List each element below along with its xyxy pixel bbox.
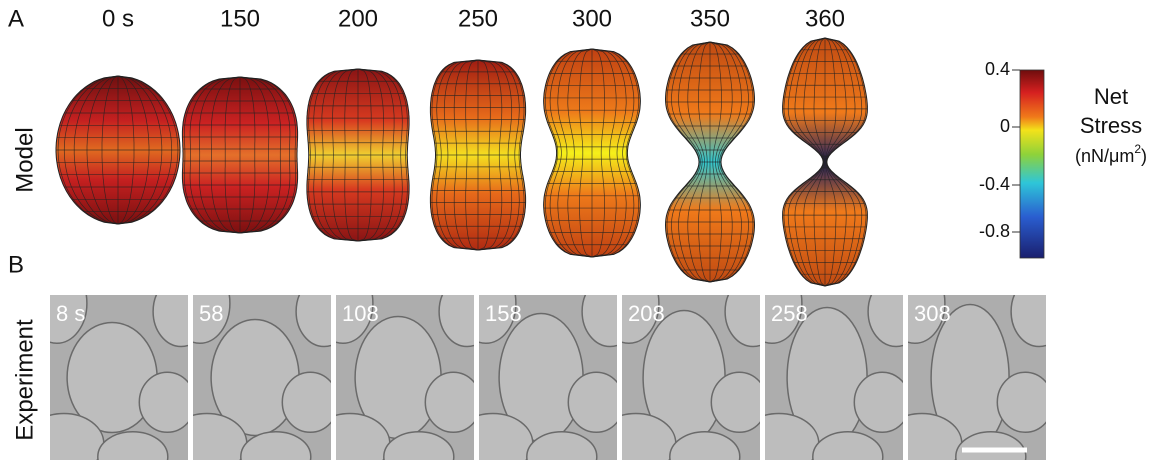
time-label: 350 xyxy=(690,5,730,32)
time-label: 208 xyxy=(628,301,665,326)
time-label: 158 xyxy=(485,301,522,326)
figure: A B Model Experiment Net Stress (nN/μm2)… xyxy=(0,0,1163,460)
micrograph xyxy=(453,263,638,460)
cell xyxy=(425,372,481,432)
time-label: 258 xyxy=(771,301,808,326)
time-label: 360 xyxy=(805,5,845,32)
micrograph xyxy=(24,263,209,460)
unit-close: ) xyxy=(1141,146,1147,166)
colorbar-tick-label: -0.4 xyxy=(979,174,1010,194)
colorbar-tick-label: 0.4 xyxy=(985,59,1010,79)
micrograph xyxy=(739,263,924,460)
cell xyxy=(139,372,195,432)
time-label: 0 s xyxy=(102,5,134,32)
colorbar-unit: (nN/μm2) xyxy=(1075,142,1147,166)
colorbar-tick-label: -0.8 xyxy=(979,221,1010,241)
cell xyxy=(997,372,1053,432)
colorbar-tick-label: 0 xyxy=(1000,116,1010,136)
panel-label: A xyxy=(8,5,24,32)
time-label: 108 xyxy=(342,301,379,326)
micrograph xyxy=(310,263,495,460)
time-label: 150 xyxy=(220,5,260,32)
time-label: 308 xyxy=(914,301,951,326)
row-label: Model xyxy=(11,127,38,192)
time-label: 8 s xyxy=(56,301,85,326)
panel-label: B xyxy=(8,251,24,278)
time-label: 200 xyxy=(338,5,378,32)
unit-base: (nN/μm xyxy=(1075,146,1134,166)
colorbar-title: Net xyxy=(1094,84,1128,109)
micrograph xyxy=(882,263,1067,460)
time-label: 250 xyxy=(458,5,498,32)
cell xyxy=(282,372,338,432)
row-label: Experiment xyxy=(11,319,38,441)
cell xyxy=(711,372,767,432)
time-label: 300 xyxy=(572,5,612,32)
micrograph xyxy=(167,263,352,460)
colorbar-title: Stress xyxy=(1080,113,1142,138)
time-label: 58 xyxy=(199,301,223,326)
cell xyxy=(568,372,624,432)
micrograph xyxy=(596,263,781,460)
cell xyxy=(854,372,910,432)
cell xyxy=(1011,277,1067,347)
colorbar xyxy=(1020,70,1044,258)
